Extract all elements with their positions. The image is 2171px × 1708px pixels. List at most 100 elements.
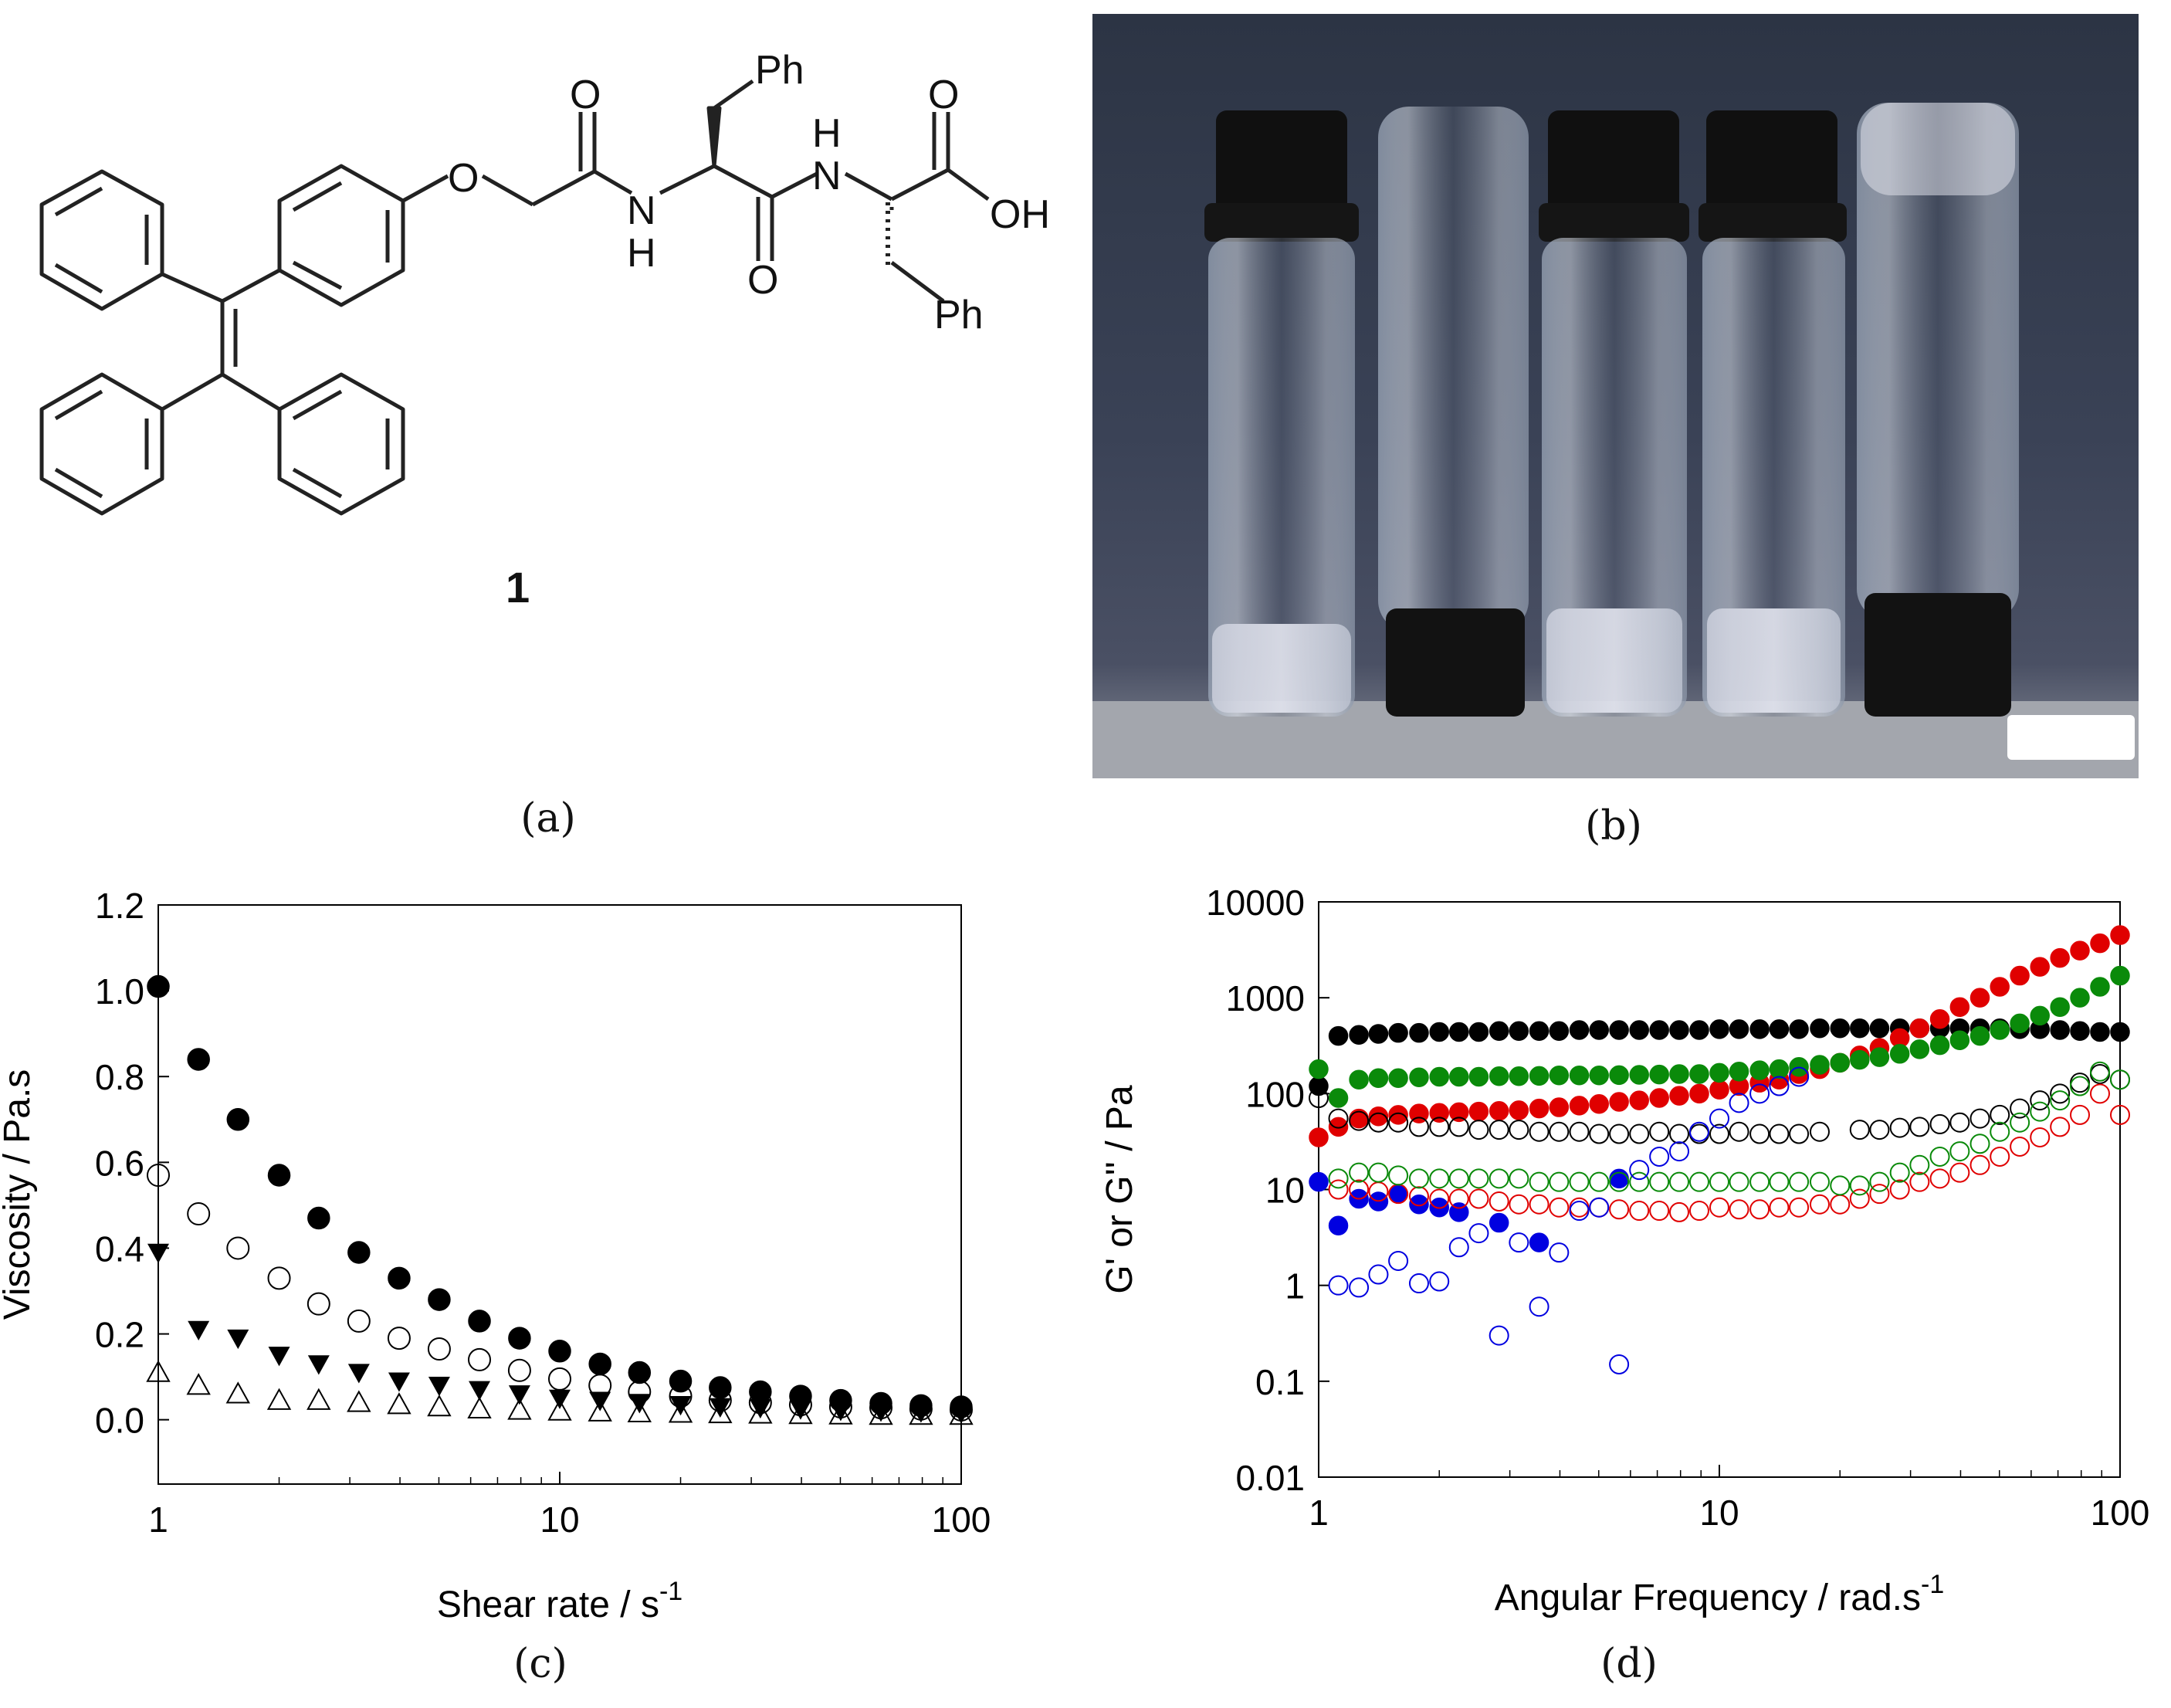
data-point-series-3 (950, 1404, 972, 1424)
data-point-series-7 (1609, 1171, 1630, 1192)
data-point-series-5 (1909, 1117, 1930, 1137)
data-point-series-3 (2010, 1013, 2030, 1034)
vial-3 (1539, 110, 1689, 717)
y-tick-label: 1.0 (95, 971, 144, 1012)
vial-4 (1699, 110, 1847, 717)
data-point-series-3 (1429, 1066, 1449, 1087)
data-point-series-4 (1529, 1232, 1550, 1252)
y-tick-label: 0.01 (1235, 1458, 1305, 1498)
y-axis-label: Viscosity / Pa.s (0, 1069, 38, 1320)
data-point-series-2 (1509, 1100, 1529, 1120)
data-point-series-4 (668, 1401, 693, 1423)
data-point-series-6 (1429, 1188, 1450, 1209)
data-point-series-7 (1749, 1171, 1770, 1192)
data-point-series-5 (1629, 1123, 1650, 1144)
x-tick-label: 1 (148, 1500, 168, 1540)
atom-label-ph-bottom: Ph (934, 293, 984, 337)
data-point-series-4 (347, 1390, 371, 1412)
panel-b-photo (1092, 14, 2139, 778)
data-point-series-2 (1929, 1008, 1950, 1029)
data-point-series-1 (2050, 1020, 2070, 1040)
data-point-series-1 (508, 1327, 531, 1350)
data-point-series-3 (789, 1400, 811, 1420)
data-point-series-2 (2010, 965, 2030, 986)
data-point-series-3 (1810, 1055, 1830, 1075)
data-point-series-6 (1849, 1188, 1870, 1209)
data-point-series-4 (1328, 1215, 1349, 1236)
data-point-series-3 (1388, 1068, 1408, 1089)
data-point-series-8 (1388, 1250, 1409, 1271)
data-point-series-1 (1429, 1022, 1449, 1042)
data-point-series-3 (909, 1403, 932, 1423)
panel-d-chart: 0.01 0.1 1 10 100 1000 10000 1 10 100 Angular Freq… (1081, 857, 2171, 1629)
data-point-series-6 (1769, 1197, 1790, 1218)
data-point-series-3 (1569, 1065, 1590, 1086)
data-point-series-1 (1810, 1018, 1830, 1039)
data-point-series-2 (1468, 1101, 1489, 1122)
data-point-series-3 (1529, 1066, 1550, 1086)
y-tick-label: 1.2 (95, 886, 144, 926)
data-point-series-4 (909, 1403, 933, 1425)
data-point-series-2 (307, 1292, 330, 1316)
y-axis-label: G' or G'' / Pa (1099, 1085, 1140, 1294)
data-point-series-1 (1629, 1020, 1649, 1040)
data-point-series-8 (1589, 1197, 1610, 1218)
data-point-series-8 (1448, 1237, 1469, 1258)
data-point-series-5 (1889, 1117, 1910, 1138)
data-point-series-3 (268, 1347, 290, 1367)
data-point-series-1 (2090, 1022, 2110, 1042)
data-point-series-2 (267, 1266, 291, 1290)
data-point-series-6 (1909, 1171, 1930, 1192)
x-axis-label-main: Angular Frequency / rad.s (1495, 1578, 1921, 1618)
data-point-series-6 (1328, 1179, 1349, 1200)
data-point-series-7 (1509, 1168, 1529, 1189)
data-point-series-3 (1830, 1052, 1850, 1073)
data-point-series-2 (1709, 1079, 1729, 1100)
data-point-series-3 (2070, 988, 2090, 1008)
modulus-chart: 0.01 0.1 1 10 100 1000 10000 1 10 100 Angular Freq… (1099, 883, 2149, 1618)
data-point-series-3 (1328, 1088, 1349, 1108)
data-point-series-5 (1349, 1110, 1370, 1131)
data-point-series-8 (1769, 1076, 1790, 1096)
data-point-series-7 (1929, 1146, 1950, 1167)
atom-label-oh: OH (990, 192, 1050, 237)
data-point-series-5 (1990, 1104, 2010, 1125)
data-point-series-7 (2030, 1101, 2051, 1122)
data-point-series-3 (1709, 1062, 1729, 1083)
x-tick-label: 100 (932, 1500, 991, 1540)
data-point-series-1 (1729, 1019, 1749, 1039)
x-tick-label: 10 (540, 1500, 579, 1540)
data-point-series-6 (1649, 1201, 1670, 1222)
data-point-series-2 (507, 1358, 531, 1382)
data-point-series-1 (1529, 1021, 1550, 1041)
data-point-series-3 (1689, 1064, 1709, 1084)
data-point-series-3 (749, 1398, 771, 1419)
data-point-series-3 (227, 1329, 249, 1350)
data-point-series-5 (2010, 1098, 2030, 1119)
data-point-series-7 (1830, 1175, 1851, 1196)
data-point-series-5 (1509, 1120, 1529, 1140)
data-point-series-8 (1368, 1264, 1389, 1285)
data-point-series-1 (1409, 1022, 1429, 1043)
data-point-series-6 (1448, 1188, 1469, 1209)
atom-label-nh1-h: H (627, 231, 656, 276)
data-point-series-6 (2070, 1104, 2091, 1125)
data-point-series-6 (1669, 1201, 1690, 1222)
vial-1 (1204, 110, 1359, 717)
data-point-series-2 (187, 1202, 211, 1225)
data-point-series-1 (1769, 1019, 1790, 1039)
data-point-series-3 (508, 1385, 530, 1405)
data-point-series-4 (748, 1401, 773, 1424)
data-point-series-5 (1789, 1123, 1810, 1144)
scale-bar (2007, 715, 2135, 760)
data-point-series-2 (1309, 1127, 1329, 1147)
data-point-series-1 (1468, 1022, 1489, 1042)
vials-photo (1092, 14, 2139, 778)
data-point-series-7 (1349, 1162, 1370, 1183)
data-point-series-5 (1489, 1120, 1509, 1140)
data-point-series-4 (1309, 1171, 1329, 1192)
data-point-series-8 (1749, 1083, 1770, 1104)
data-point-series-6 (1749, 1199, 1770, 1220)
data-point-series-2 (1549, 1097, 1570, 1117)
data-point-series-8 (1789, 1066, 1810, 1087)
